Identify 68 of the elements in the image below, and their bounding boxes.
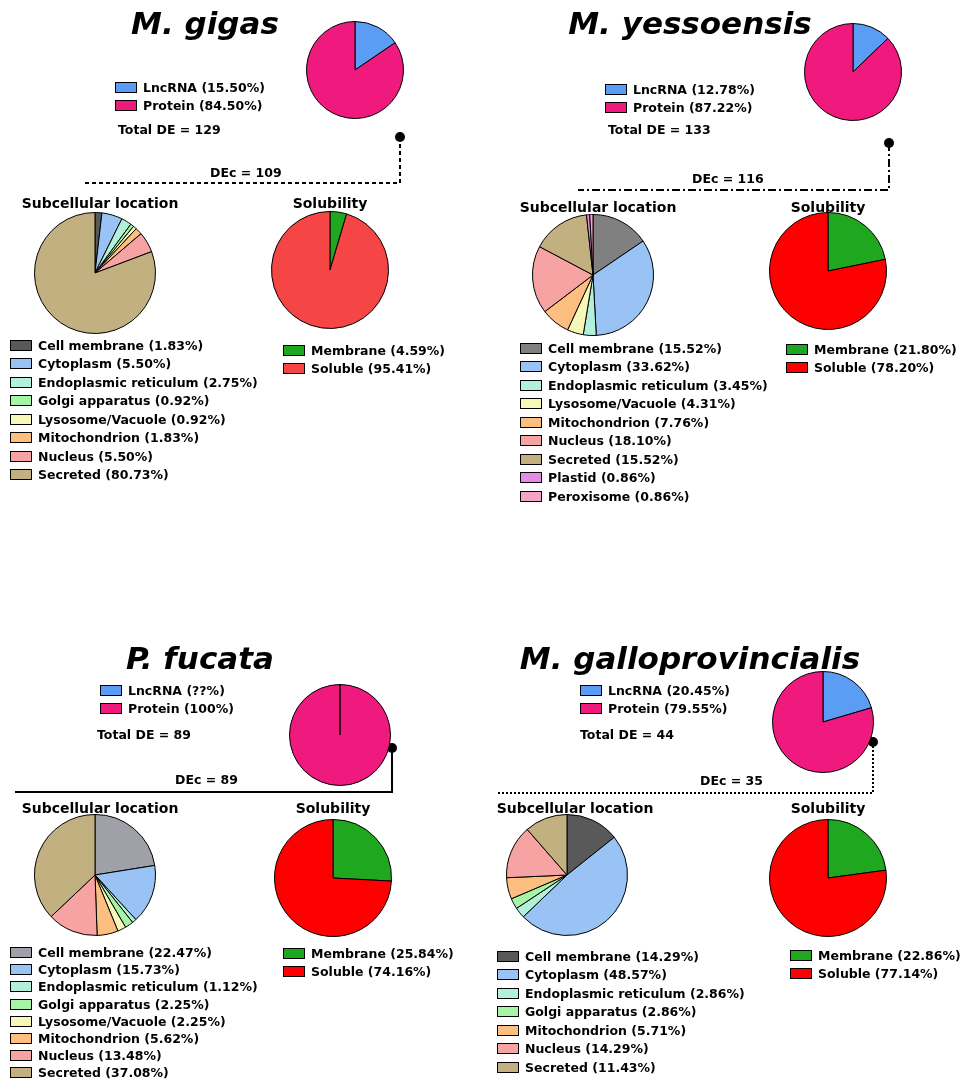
legend-label: Lysosome/Vacuole (4.31%) (548, 396, 736, 412)
legend-label: Cytoplasm (48.57%) (525, 967, 667, 983)
legend-label: LncRNA (20.45%) (608, 682, 730, 698)
legend-label: Soluble (74.16%) (311, 964, 432, 980)
chart-title: Subcellular location (21, 800, 179, 816)
legend-label: Lysosome/Vacuole (0.92%) (38, 411, 226, 427)
legend-label: Secreted (37.08%) (38, 1065, 169, 1081)
legend-label: Cell membrane (14.29%) (525, 948, 699, 964)
chart-title: Subcellular location (496, 800, 654, 816)
legend-label: Golgi apparatus (0.92%) (38, 393, 210, 409)
legend-label: Endoplasmic reticulum (2.75%) (38, 374, 258, 390)
legend-label: Soluble (95.41%) (311, 361, 432, 377)
legend-label: Membrane (21.80%) (814, 341, 957, 357)
text: Total DE = 129 (118, 122, 221, 137)
legend-label: Nucleus (14.29%) (525, 1041, 649, 1057)
legend-label: LncRNA (??%) (128, 682, 225, 698)
text: DEc = 89 (175, 772, 238, 787)
legend-label: Peroxisome (0.86%) (548, 488, 690, 504)
legend-label: LncRNA (12.78%) (633, 81, 755, 97)
legend-label: Lysosome/Vacuole (2.25%) (38, 1013, 226, 1029)
legend-label: Membrane (22.86%) (818, 947, 961, 963)
legend-label: LncRNA (15.50%) (143, 79, 265, 95)
legend-label: Mitochondrion (5.71%) (525, 1022, 687, 1038)
legend-label: Cell membrane (22.47%) (38, 945, 212, 961)
text: Total DE = 89 (97, 727, 191, 742)
text: DEc = 116 (692, 171, 764, 186)
chart-title: Solubility (790, 800, 866, 816)
chart-title: M. gigas (131, 5, 279, 41)
text: DEc = 35 (700, 773, 763, 788)
legend-label: Secreted (11.43%) (525, 1059, 656, 1075)
legend-label: Protein (84.50%) (143, 98, 263, 114)
legend-label: Soluble (78.20%) (814, 360, 935, 376)
chart-title: Subcellular location (519, 199, 677, 215)
chart-title: Subcellular location (21, 195, 179, 211)
legend-label: Secreted (15.52%) (548, 451, 679, 467)
legend-label: Cytoplasm (5.50%) (38, 356, 172, 372)
legend-label: Protein (87.22%) (633, 100, 753, 116)
text: Total DE = 133 (608, 122, 711, 137)
legend-label: Plastid (0.86%) (548, 470, 656, 486)
legend-label: Mitochondrion (1.83%) (38, 430, 200, 446)
legend-label: Nucleus (5.50%) (38, 448, 154, 464)
legend-label: Endoplasmic reticulum (3.45%) (548, 377, 768, 393)
legend-label: Membrane (25.84%) (311, 945, 454, 961)
chart-title: M. galloprovincialis (519, 640, 861, 676)
legend-label: Cell membrane (15.52%) (548, 340, 722, 356)
legend-label: Soluble (77.14%) (818, 966, 939, 982)
chart-title: P. fucata (126, 640, 274, 676)
text: DEc = 109 (210, 165, 282, 180)
legend-label: Nucleus (18.10%) (548, 433, 672, 449)
legend-label: Golgi apparatus (2.86%) (525, 1004, 697, 1020)
chart-title: Solubility (292, 195, 368, 211)
legend-label: Membrane (4.59%) (311, 342, 446, 358)
legend-label: Golgi apparatus (2.25%) (38, 996, 210, 1012)
legend-label: Mitochondrion (7.76%) (548, 414, 710, 430)
legend-label: Mitochondrion (5.62%) (38, 1031, 200, 1047)
legend-label: Endoplasmic reticulum (1.12%) (38, 979, 258, 995)
text: Total DE = 44 (580, 727, 674, 742)
chart-title: Solubility (790, 199, 866, 215)
legend-label: Cell membrane (1.83%) (38, 337, 204, 353)
legend-label: Secreted (80.73%) (38, 467, 169, 483)
legend-label: Nucleus (13.48%) (38, 1048, 162, 1064)
legend-label: Cytoplasm (15.73%) (38, 962, 180, 978)
chart-title: M. yessoensis (568, 5, 812, 41)
legend-label: Endoplasmic reticulum (2.86%) (525, 985, 745, 1001)
legend-label: Protein (79.55%) (608, 701, 728, 717)
legend-label: Cytoplasm (33.62%) (548, 359, 690, 375)
legend-label: Protein (100%) (128, 701, 234, 717)
chart-title: Solubility (295, 800, 371, 816)
